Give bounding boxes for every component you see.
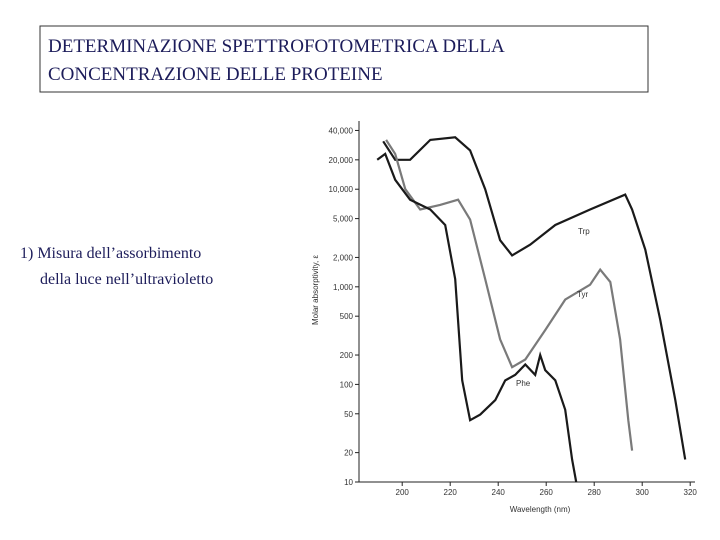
y-tick-label: 20,000 xyxy=(329,156,354,165)
x-tick-label: 260 xyxy=(540,488,554,497)
body-text: 1) Misura dell’assorbimento xyxy=(20,245,201,262)
series-label: Tyr xyxy=(577,290,588,299)
x-axis-label: Wavelength (nm) xyxy=(510,505,571,514)
y-tick-label: 40,000 xyxy=(329,126,354,135)
y-axis-label: Molar absorptivity, ε xyxy=(311,255,320,326)
y-tick-label: 200 xyxy=(340,351,354,360)
series-line xyxy=(385,139,634,451)
title-box xyxy=(39,25,649,93)
y-tick-label: 20 xyxy=(344,449,353,458)
x-tick-label: 240 xyxy=(492,488,506,497)
y-tick-label: 50 xyxy=(344,410,353,419)
body-text: della luce nell’ultravioletto xyxy=(40,271,213,288)
y-tick-label: 500 xyxy=(340,312,354,321)
y-tick-label: 5,000 xyxy=(333,215,354,224)
series-label: Phe xyxy=(516,379,531,388)
y-tick-label: 10 xyxy=(344,478,353,487)
y-tick-label: 100 xyxy=(340,380,354,389)
series-line xyxy=(376,152,578,483)
y-tick-label: 2,000 xyxy=(333,253,354,262)
title-line: CONCENTRAZIONE DELLE PROTEINE xyxy=(48,64,383,85)
x-tick-label: 220 xyxy=(444,488,458,497)
chart: 10 20 50 100 200 500 1,000 2,000 5,000 10,000 20,0… xyxy=(311,121,697,514)
x-tick-label: 280 xyxy=(588,488,602,497)
title-line: DETERMINAZIONE SPETTROFOTOMETRICA DELLA xyxy=(48,36,505,57)
x-tick-label: 200 xyxy=(396,488,410,497)
series-line xyxy=(382,136,687,460)
x-tick-label: 320 xyxy=(684,488,698,497)
y-tick-label: 10,000 xyxy=(329,185,354,194)
x-tick-label: 300 xyxy=(636,488,650,497)
series-label: Trp xyxy=(578,227,590,236)
y-tick-label: 1,000 xyxy=(333,283,354,292)
